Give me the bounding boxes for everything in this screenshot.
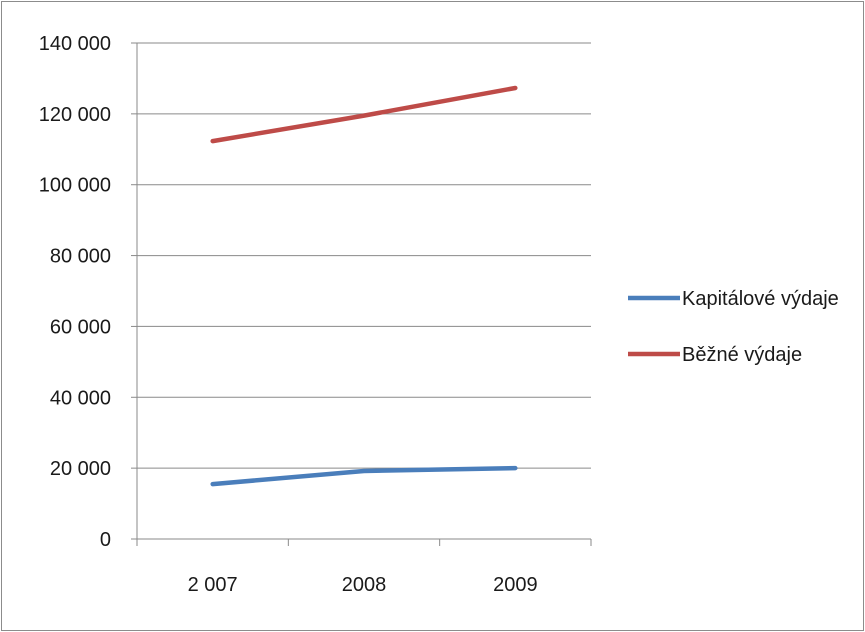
y-tick-label: 80 000 bbox=[50, 246, 111, 268]
series-line bbox=[210, 85, 518, 144]
y-tick-label: 140 000 bbox=[39, 33, 111, 55]
x-axis: 2 007 2008 2009 bbox=[136, 43, 592, 596]
legend: Kapitálové výdaje Běžné výdaje bbox=[628, 288, 839, 366]
legend-label: Kapitálové výdaje bbox=[682, 288, 839, 310]
y-axis-ticks: 0 20 000 40 000 60 000 80 000 100 000 120 000 1… bbox=[39, 33, 137, 551]
series-line bbox=[210, 465, 518, 487]
y-tick-label: 20 000 bbox=[50, 458, 111, 480]
y-tick-label: 100 000 bbox=[39, 175, 111, 197]
y-tick-label: 60 000 bbox=[50, 316, 111, 338]
x-tick-label: 2008 bbox=[342, 574, 387, 596]
x-tick-label: 2009 bbox=[493, 574, 538, 596]
gridlines bbox=[137, 42, 591, 469]
y-tick-label: 120 000 bbox=[39, 104, 111, 126]
y-tick-label: 40 000 bbox=[50, 387, 111, 409]
y-tick-label: 0 bbox=[100, 529, 111, 551]
legend-label: Běžné výdaje bbox=[682, 344, 802, 366]
x-tick-label: 2 007 bbox=[188, 574, 238, 596]
series-lines bbox=[210, 85, 518, 487]
